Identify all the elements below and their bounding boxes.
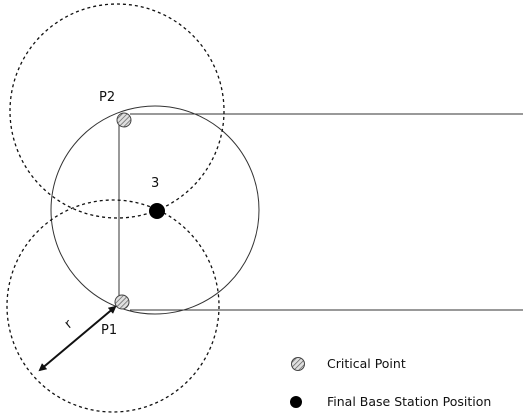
legend-critical-point-label: Critical Point <box>327 356 406 371</box>
p2-coverage-circle <box>9 3 225 219</box>
p1-critical-point <box>114 294 130 310</box>
legend-base-station-icon <box>290 396 302 408</box>
legend-base-station-label: Final Base Station Position <box>327 394 492 409</box>
base-station-point-3 <box>149 203 165 219</box>
p1-coverage-circle <box>6 199 220 413</box>
label-p1: P1 <box>101 323 118 338</box>
legend-critical-point-icon <box>291 357 305 371</box>
p2-critical-point <box>116 112 132 128</box>
label-3: 3 <box>151 176 160 191</box>
radius-arrow <box>38 305 117 372</box>
middle-circle <box>50 105 260 315</box>
label-p2: P2 <box>99 90 116 105</box>
